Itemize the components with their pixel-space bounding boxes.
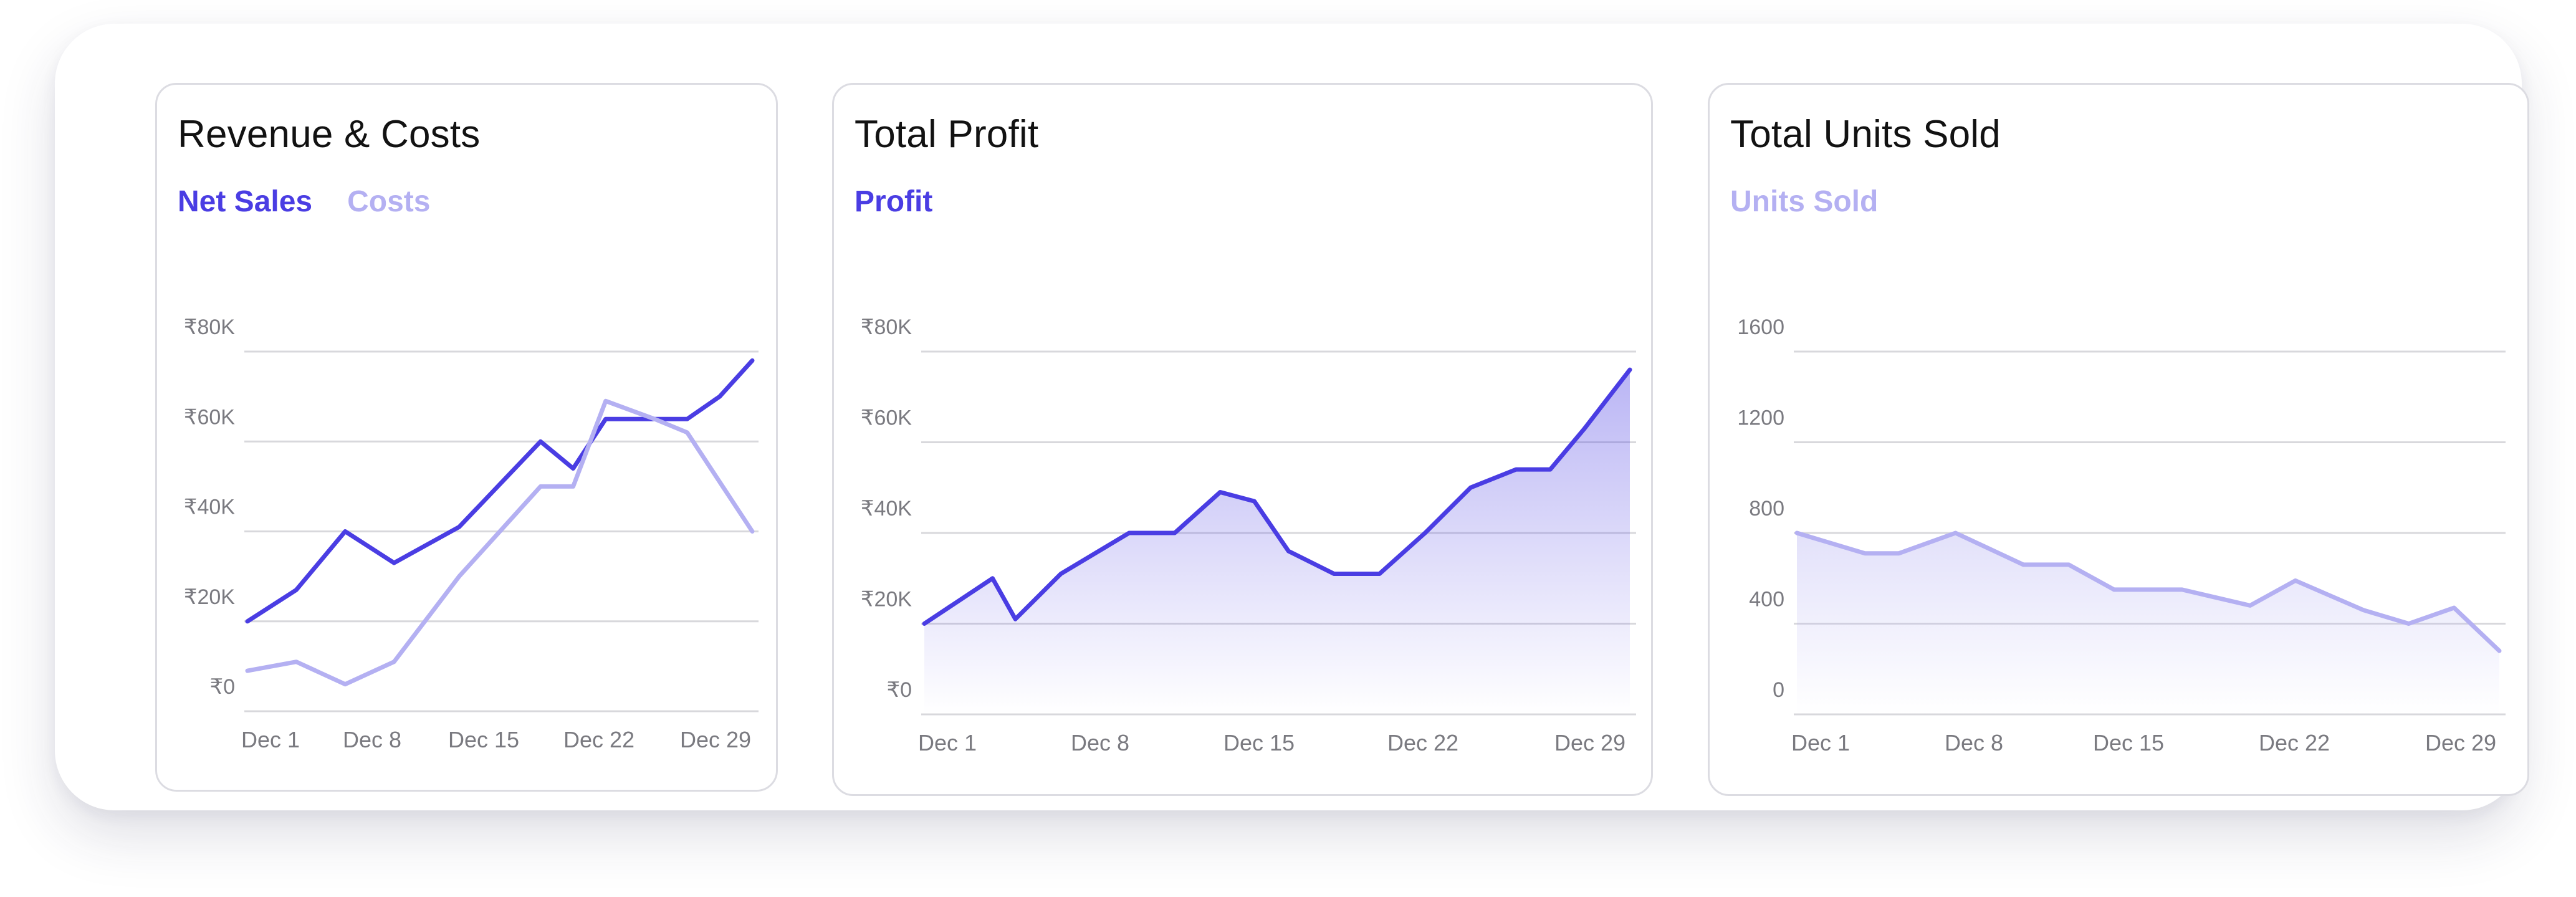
chart-legend: Net Sales Costs bbox=[178, 185, 430, 219]
legend-profit[interactable]: Profit bbox=[855, 185, 933, 218]
dashboard-panel: Revenue & Costs Net Sales Costs ₹0 ₹20K ₹4… bbox=[55, 24, 2529, 810]
y-tick-label: 400 bbox=[1749, 588, 1784, 612]
x-tick-label: Dec 22 bbox=[1387, 730, 1458, 755]
chart-legend: Profit bbox=[855, 185, 932, 219]
revenue-costs-chart: ₹0 ₹20K ₹40K ₹60K ₹80K Dec 1 Dec 8 Dec 15 Dec 22… bbox=[184, 315, 759, 752]
x-tick-label: Dec 29 bbox=[2425, 730, 2496, 755]
series-line-costs[interactable] bbox=[245, 398, 755, 687]
y-tick-label: ₹80K bbox=[184, 315, 235, 339]
series-line-net-sales[interactable] bbox=[245, 358, 755, 624]
x-tick-label: Dec 1 bbox=[1791, 730, 1850, 755]
x-tick-label: Dec 15 bbox=[1223, 730, 1295, 755]
y-tick-label: 1600 bbox=[1737, 315, 1784, 339]
legend-units-sold[interactable]: Units Sold bbox=[1730, 185, 1879, 218]
total-units-sold-chart: 0 400 800 1200 1600 Dec 1 Dec 8 Dec 15 Dec 22 Dec… bbox=[1737, 315, 2506, 755]
y-tick-label: ₹80K bbox=[861, 315, 912, 339]
y-tick-label: ₹20K bbox=[184, 585, 235, 609]
y-tick-label: 0 bbox=[1773, 678, 1784, 702]
revenue-costs-card: Revenue & Costs Net Sales Costs ₹0 ₹20K ₹4… bbox=[155, 83, 778, 792]
y-tick-label: 800 bbox=[1749, 497, 1784, 520]
x-tick-label: Dec 8 bbox=[343, 727, 401, 752]
card-title: Total Units Sold bbox=[1730, 113, 2001, 156]
card-title: Revenue & Costs bbox=[178, 113, 481, 156]
x-tick-label: Dec 1 bbox=[918, 730, 977, 755]
series-line-units-sold[interactable] bbox=[1794, 530, 2502, 653]
y-tick-label: ₹0 bbox=[209, 675, 235, 699]
legend-costs[interactable]: Costs bbox=[347, 185, 431, 218]
x-tick-label: Dec 29 bbox=[1554, 730, 1626, 755]
x-tick-label: Dec 1 bbox=[241, 727, 300, 752]
y-tick-label: ₹40K bbox=[184, 496, 235, 519]
total-units-sold-card: Total Units Sold Units Sold 0 400 800 1200 1… bbox=[1708, 83, 2529, 796]
y-tick-label: ₹20K bbox=[861, 588, 912, 612]
x-tick-label: Dec 15 bbox=[2093, 730, 2164, 755]
y-tick-label: 1200 bbox=[1737, 406, 1784, 430]
total-profit-chart: ₹0 ₹20K ₹40K ₹60K ₹80K Dec 1 Dec 8 Dec 15 Dec 22… bbox=[861, 315, 1636, 755]
y-tick-label: ₹0 bbox=[886, 678, 912, 702]
series-area-units-sold bbox=[1797, 533, 2499, 714]
y-tick-label: ₹60K bbox=[861, 406, 912, 430]
x-tick-label: Dec 29 bbox=[680, 727, 751, 752]
series-line-profit[interactable] bbox=[922, 367, 1632, 626]
x-tick-label: Dec 22 bbox=[563, 727, 634, 752]
x-tick-label: Dec 22 bbox=[2259, 730, 2330, 755]
legend-net-sales[interactable]: Net Sales bbox=[178, 185, 313, 218]
chart-legend: Units Sold bbox=[1730, 185, 1878, 219]
y-tick-label: ₹40K bbox=[861, 497, 912, 520]
card-title: Total Profit bbox=[855, 113, 1039, 156]
series-area-profit bbox=[924, 370, 1630, 714]
x-tick-label: Dec 15 bbox=[448, 727, 519, 752]
x-tick-label: Dec 8 bbox=[1071, 730, 1129, 755]
total-profit-card: Total Profit Profit ₹0 ₹20K ₹40K ₹60K ₹80K De… bbox=[832, 83, 1653, 796]
y-tick-label: ₹60K bbox=[184, 405, 235, 429]
x-tick-label: Dec 8 bbox=[1945, 730, 2003, 755]
